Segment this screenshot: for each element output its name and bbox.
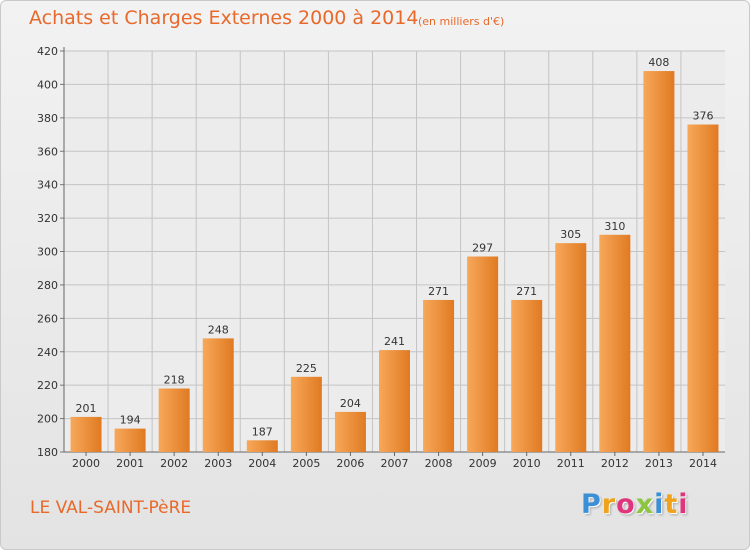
- bar-2010: [511, 299, 543, 452]
- data-label: 310: [604, 220, 625, 233]
- x-tick-label: 2013: [645, 457, 673, 470]
- chart-title: Achats et Charges Externes 2000 à 2014: [29, 7, 419, 29]
- proxiti-logo: Proxiti: [581, 489, 689, 520]
- axes: 180 200 220 240 260 280 300 320 340 360 380 400 420 2…: [37, 45, 725, 470]
- bars: [70, 71, 719, 453]
- x-tick-label: 2008: [425, 457, 453, 470]
- bar-2004: [246, 440, 278, 452]
- logo-letter: o: [616, 489, 636, 520]
- data-label: 271: [516, 285, 537, 298]
- x-tick-label: 2014: [689, 457, 717, 470]
- x-tick-label: 2011: [557, 457, 585, 470]
- y-tick-label: 420: [37, 45, 58, 58]
- logo-letter: i: [678, 489, 689, 520]
- bar-2007: [379, 350, 410, 452]
- x-tick-label: 2002: [160, 457, 188, 470]
- y-tick-label: 280: [37, 279, 58, 292]
- data-label: 241: [384, 335, 405, 348]
- y-tick-label: 320: [37, 212, 58, 225]
- chart-unit-label: (en milliers d'€): [418, 15, 505, 28]
- x-tick-label: 2003: [204, 457, 232, 470]
- data-label: 201: [76, 402, 97, 415]
- data-label: 194: [120, 414, 141, 427]
- bar-2008: [423, 299, 455, 452]
- logo-letter: r: [601, 489, 617, 520]
- x-tick-label: 2001: [116, 457, 144, 470]
- x-tick-label: 2012: [601, 457, 629, 470]
- place-name: LE VAL-SAINT-PèRE: [30, 498, 192, 518]
- data-label: 271: [428, 285, 449, 298]
- data-label: 248: [208, 323, 229, 336]
- y-tick-label: 340: [37, 179, 58, 192]
- bar-2012: [599, 234, 631, 452]
- logo-letter: x: [635, 489, 655, 520]
- bar-2009: [467, 256, 499, 452]
- x-tick-label: 2010: [513, 457, 541, 470]
- data-label: 376: [692, 110, 713, 123]
- x-tick-label: 2007: [381, 457, 409, 470]
- bar-2006: [334, 411, 366, 452]
- y-tick-label: 260: [37, 312, 58, 325]
- bar-2014: [687, 124, 719, 453]
- data-labels: 201 194 218 248 187 225 204 241 271 297 271 305 310 4…: [76, 56, 714, 438]
- data-label: 218: [164, 374, 185, 387]
- y-tick-label: 300: [37, 246, 58, 259]
- bar-2011: [555, 243, 587, 452]
- data-label: 225: [296, 362, 317, 375]
- y-tick-label: 380: [37, 112, 58, 125]
- bar-2002: [158, 388, 190, 452]
- bar-2013: [643, 71, 675, 453]
- data-label: 408: [648, 56, 669, 69]
- y-tick-label: 240: [37, 346, 58, 359]
- data-label: 204: [340, 397, 361, 410]
- x-tick-label: 2004: [248, 457, 276, 470]
- bar-2001: [114, 428, 146, 452]
- data-label: 297: [472, 242, 493, 255]
- x-tick-label: 2006: [336, 457, 364, 470]
- y-tick-label: 360: [37, 145, 58, 158]
- x-tick-label: 2005: [292, 457, 320, 470]
- data-label: 305: [560, 228, 581, 241]
- x-tick-label: 2009: [469, 457, 497, 470]
- bar-2000: [70, 416, 102, 452]
- logo-letter: i: [654, 489, 665, 520]
- logo-letter: t: [664, 489, 679, 520]
- y-tick-label: 400: [37, 78, 58, 91]
- y-tick-label: 180: [37, 446, 58, 459]
- bar-2003: [202, 338, 234, 452]
- y-tick-label: 200: [37, 413, 58, 426]
- y-tick-label: 220: [37, 379, 58, 392]
- logo-letter: P: [581, 489, 602, 520]
- data-label: 187: [252, 425, 273, 438]
- bar-2005: [290, 376, 322, 452]
- x-tick-label: 2000: [72, 457, 100, 470]
